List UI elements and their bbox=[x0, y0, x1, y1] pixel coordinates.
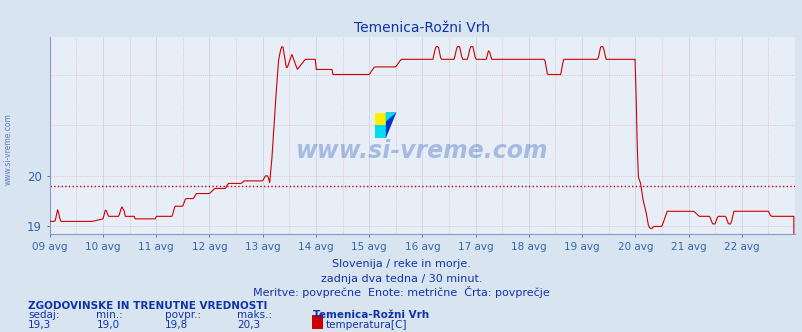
Text: www.si-vreme.com: www.si-vreme.com bbox=[296, 139, 548, 163]
Text: Meritve: povprečne  Enote: metrične  Črta: povprečje: Meritve: povprečne Enote: metrične Črta:… bbox=[253, 286, 549, 298]
Text: 19,3: 19,3 bbox=[28, 320, 51, 330]
Text: sedaj:: sedaj: bbox=[28, 310, 59, 320]
Text: min.:: min.: bbox=[96, 310, 123, 320]
Text: ZGODOVINSKE IN TRENUTNE VREDNOSTI: ZGODOVINSKE IN TRENUTNE VREDNOSTI bbox=[28, 301, 267, 311]
FancyBboxPatch shape bbox=[375, 125, 386, 138]
Text: temperatura[C]: temperatura[C] bbox=[325, 320, 406, 330]
Polygon shape bbox=[386, 113, 396, 138]
Text: 19,0: 19,0 bbox=[96, 320, 119, 330]
Text: povpr.:: povpr.: bbox=[164, 310, 200, 320]
FancyBboxPatch shape bbox=[375, 113, 386, 125]
Text: Slovenija / reke in morje.: Slovenija / reke in morje. bbox=[332, 259, 470, 269]
Text: www.si-vreme.com: www.si-vreme.com bbox=[3, 114, 13, 185]
Text: 20,3: 20,3 bbox=[237, 320, 260, 330]
Polygon shape bbox=[386, 113, 396, 122]
Title: Temenica-Rožni Vrh: Temenica-Rožni Vrh bbox=[354, 21, 490, 35]
Text: zadnja dva tedna / 30 minut.: zadnja dva tedna / 30 minut. bbox=[320, 274, 482, 284]
Text: 19,8: 19,8 bbox=[164, 320, 188, 330]
Text: maks.:: maks.: bbox=[237, 310, 272, 320]
Text: Temenica-Rožni Vrh: Temenica-Rožni Vrh bbox=[313, 310, 429, 320]
